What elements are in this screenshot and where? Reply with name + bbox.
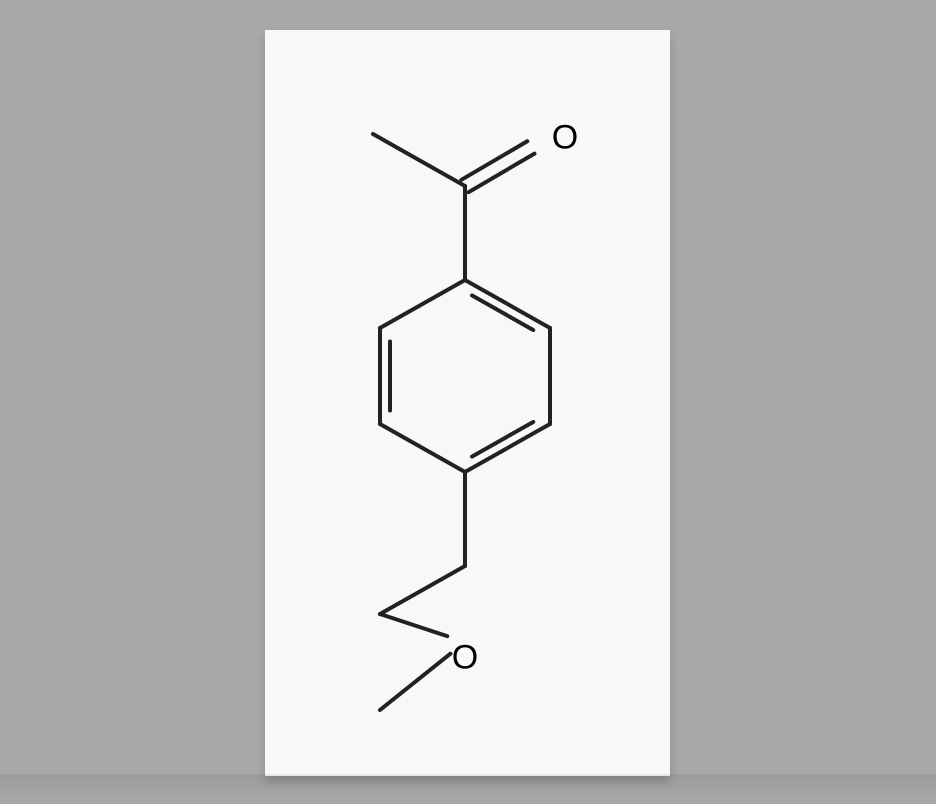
atom-label-O_carbonyl: O (552, 119, 578, 158)
page-background: OO (0, 0, 936, 804)
floor-shadow (0, 774, 936, 804)
atom-label-O_ether: O (452, 639, 478, 678)
molecule-diagram: OO (265, 30, 670, 776)
molecule-card: OO (265, 30, 670, 776)
